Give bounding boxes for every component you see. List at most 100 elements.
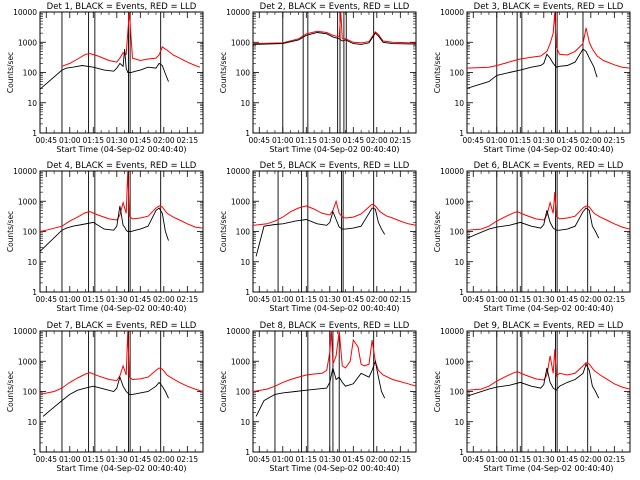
- y-tick-label: 1: [459, 288, 464, 297]
- y-tick-label: 1: [459, 448, 464, 457]
- x-tick-label: 00:45: [35, 455, 57, 464]
- x-tick-label: 02:00: [153, 136, 175, 145]
- panel-title: Det 8, BLACK = Events, RED = LLD: [260, 321, 410, 331]
- y-axis-label: Counts/sec: [219, 52, 228, 93]
- y-axis-label: Counts/sec: [6, 371, 15, 412]
- series-events-line: [467, 48, 598, 89]
- x-axis-label: Start Time (04-Sep-02 00:40:40): [269, 145, 399, 154]
- y-tick-label: 10000: [13, 167, 37, 176]
- series-lld-line: [61, 12, 201, 68]
- x-axis-label: Start Time (04-Sep-02 00:40:40): [56, 464, 186, 473]
- y-tick-label: 100: [23, 228, 38, 237]
- x-tick-label: 01:45: [342, 455, 364, 464]
- series-lld-line: [467, 349, 630, 391]
- plot-frame: [252, 330, 417, 453]
- x-tick-label: 02:15: [177, 455, 199, 464]
- series-lld-line: [40, 331, 203, 395]
- y-tick-label: 100: [450, 228, 465, 237]
- x-tick-label: 02:15: [604, 136, 626, 145]
- x-tick-label: 01:30: [319, 455, 341, 464]
- x-tick-label: 01:15: [295, 295, 317, 304]
- y-axis-label: Counts/sec: [433, 52, 442, 93]
- series-events-line: [253, 32, 416, 45]
- panel-title: Det 6, BLACK = Events, RED = LLD: [474, 161, 624, 171]
- panel-det-9: Det 9, BLACK = Events, RED = LLD 1 10 100 10…: [433, 321, 631, 473]
- x-tick-label: 01:15: [82, 295, 104, 304]
- x-tick-label: 01:00: [486, 136, 508, 145]
- y-tick-label: 10: [454, 99, 464, 108]
- panel-det-1: Det 1, BLACK = Events, RED = LLD 1 10 100 10…: [6, 2, 204, 154]
- panel-title: Det 3, BLACK = Events, RED = LLD: [474, 2, 624, 12]
- x-tick-label: 00:45: [462, 455, 484, 464]
- y-tick-label: 10000: [226, 167, 250, 176]
- x-tick-label: 02:00: [580, 455, 602, 464]
- y-tick-label: 1000: [231, 357, 250, 366]
- y-tick-label: 1000: [231, 38, 250, 47]
- x-tick-label: 02:00: [580, 295, 602, 304]
- y-tick-label: 10000: [13, 327, 37, 336]
- y-axis-label: Counts/sec: [433, 211, 442, 252]
- y-tick-label: 1: [32, 288, 37, 297]
- x-tick-label: 01:30: [106, 295, 128, 304]
- series-lld-line: [467, 12, 630, 69]
- x-tick-label: 01:30: [319, 295, 341, 304]
- x-tick-label: 01:45: [556, 136, 578, 145]
- y-tick-label: 1: [32, 129, 37, 138]
- plot-frame: [466, 330, 631, 453]
- x-tick-label: 00:45: [35, 136, 57, 145]
- panel-det-8: Det 8, BLACK = Events, RED = LLD 1 10 100 10…: [219, 321, 417, 473]
- y-tick-label: 100: [23, 69, 38, 78]
- series-events-line: [255, 207, 386, 257]
- x-tick-label: 01:15: [509, 136, 531, 145]
- y-tick-label: 1000: [445, 197, 464, 206]
- y-tick-label: 10000: [226, 327, 250, 336]
- x-tick-label: 01:30: [533, 295, 555, 304]
- plot-frame: [252, 170, 417, 293]
- y-tick-label: 10000: [440, 8, 464, 17]
- series-lld-line: [253, 199, 416, 226]
- y-tick-label: 100: [236, 69, 251, 78]
- x-tick-label: 02:15: [390, 136, 412, 145]
- y-tick-label: 10: [454, 418, 464, 427]
- x-tick-label: 01:45: [556, 295, 578, 304]
- x-axis-label: Start Time (04-Sep-02 00:40:40): [56, 145, 186, 154]
- x-tick-label: 00:45: [248, 455, 270, 464]
- y-tick-label: 1000: [18, 357, 37, 366]
- panel-title: Det 1, BLACK = Events, RED = LLD: [47, 2, 197, 12]
- y-tick-label: 10: [240, 418, 250, 427]
- panel-det-3: Det 3, BLACK = Events, RED = LLD 1 10 100 10…: [433, 2, 631, 154]
- series-lld-line: [40, 171, 203, 232]
- series-lld-line: [253, 12, 416, 45]
- x-axis-label: Start Time (04-Sep-02 00:40:40): [269, 304, 399, 313]
- x-tick-label: 02:15: [177, 295, 199, 304]
- plot-frame: [466, 11, 631, 134]
- y-tick-label: 100: [450, 388, 465, 397]
- x-tick-label: 01:45: [129, 455, 151, 464]
- panel-det-5: Det 5, BLACK = Events, RED = LLD 1 10 100 10…: [219, 161, 417, 313]
- x-tick-label: 01:00: [272, 455, 294, 464]
- y-tick-label: 10000: [440, 327, 464, 336]
- x-tick-label: 00:45: [248, 136, 270, 145]
- series-events-line: [255, 359, 386, 417]
- panel-det-2: Det 2, BLACK = Events, RED = LLD 1 10 100 10…: [219, 2, 417, 154]
- x-tick-label: 01:30: [106, 136, 128, 145]
- series-events-line: [42, 375, 169, 417]
- panel-title: Det 9, BLACK = Events, RED = LLD: [474, 321, 624, 331]
- y-tick-label: 1: [459, 129, 464, 138]
- plot-frame: [252, 11, 417, 134]
- y-tick-label: 10000: [440, 167, 464, 176]
- x-axis-label: Start Time (04-Sep-02 00:40:40): [483, 304, 613, 313]
- panel-det-7: Det 7, BLACK = Events, RED = LLD 1 10 100 10…: [6, 321, 204, 473]
- y-tick-label: 10000: [13, 8, 37, 17]
- x-tick-label: 01:00: [59, 136, 81, 145]
- x-axis-label: Start Time (04-Sep-02 00:40:40): [483, 464, 613, 473]
- x-tick-label: 00:45: [462, 295, 484, 304]
- x-tick-label: 00:45: [248, 295, 270, 304]
- x-tick-label: 01:45: [129, 136, 151, 145]
- y-axis-label: Counts/sec: [219, 211, 228, 252]
- x-tick-label: 02:15: [177, 136, 199, 145]
- x-tick-label: 01:30: [319, 136, 341, 145]
- x-tick-label: 01:15: [82, 455, 104, 464]
- series-events-line: [40, 205, 169, 252]
